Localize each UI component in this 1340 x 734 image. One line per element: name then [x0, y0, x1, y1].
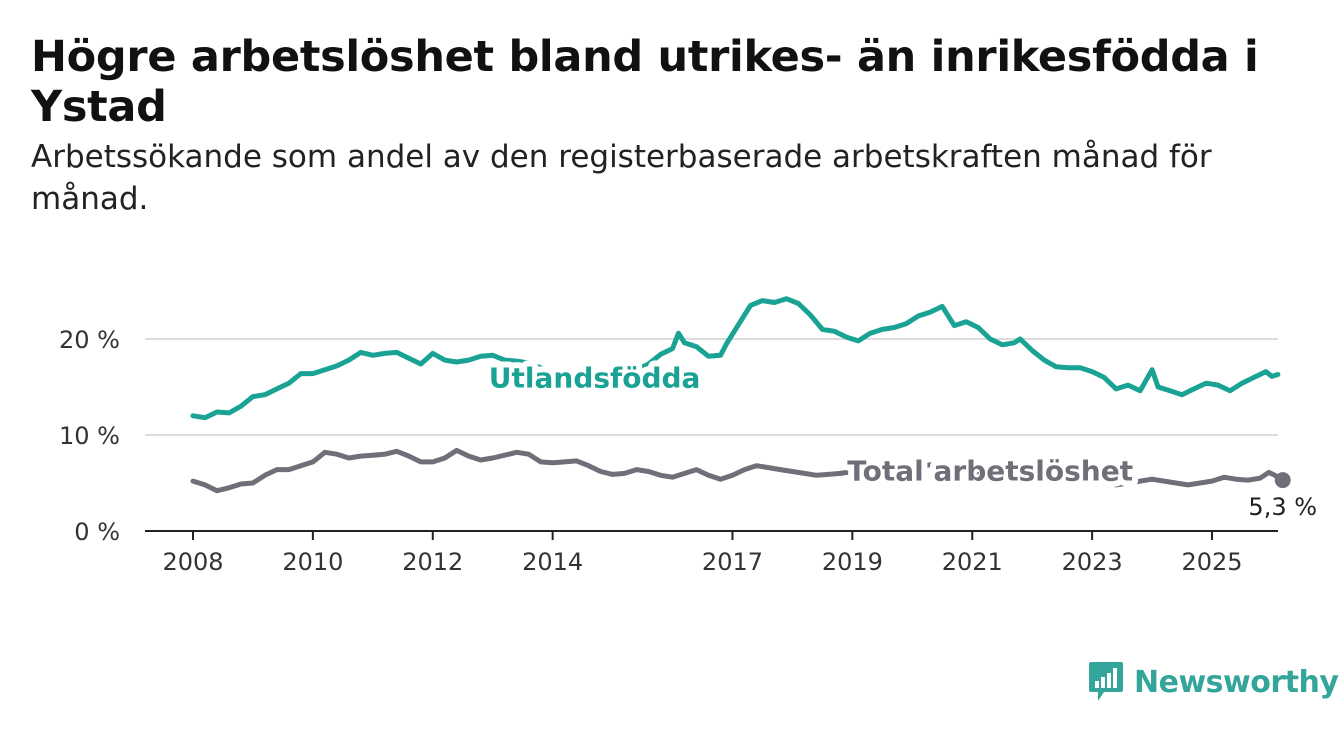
series-lines — [190, 296, 1286, 494]
series-line-total-arbetsl-shet — [190, 447, 1286, 494]
y-tick-label: 10 % — [59, 422, 120, 450]
y-tick-label: 0 % — [74, 518, 120, 546]
bar-chart-speech-bubble-icon — [1089, 662, 1123, 701]
newsworthy-logo: Newsworthy — [1088, 660, 1339, 704]
brand-name: Newsworthy — [1134, 664, 1339, 700]
x-tick-label: 2017 — [702, 548, 763, 576]
x-tick-label: 2014 — [522, 548, 583, 576]
grid-lines — [145, 338, 1278, 436]
endpoint-value-label: 5,3 % — [1248, 493, 1317, 521]
x-tick-label: 2010 — [282, 548, 343, 576]
endpoint-marker — [1274, 472, 1291, 489]
x-tick-label: 2008 — [162, 548, 223, 576]
chart-title: Högre arbetslöshet bland utrikes- än inr… — [31, 32, 1259, 132]
axes: 0 % 10 % 20 % 2008 2010 2012 2014 2017 2019 2021 2… — [59, 326, 1278, 576]
series-label: Utlandsfödda — [489, 361, 701, 394]
y-tick-label: 20 % — [59, 326, 120, 354]
series-labels: Utlandsfödda Total arbetslöshet 5,3 % — [483, 355, 1317, 521]
x-tick-label: 2021 — [942, 548, 1003, 576]
series-line-utlandsf-dda — [190, 296, 1281, 421]
x-tick-label: 2012 — [402, 548, 463, 576]
x-tick-label: 2019 — [822, 548, 883, 576]
chart-subtitle: Arbetssökande som andel av den registerb… — [31, 139, 1212, 217]
series-label: Total arbetslöshet — [847, 455, 1133, 488]
x-tick-label: 2023 — [1062, 548, 1123, 576]
x-tick-label: 2025 — [1181, 548, 1242, 576]
